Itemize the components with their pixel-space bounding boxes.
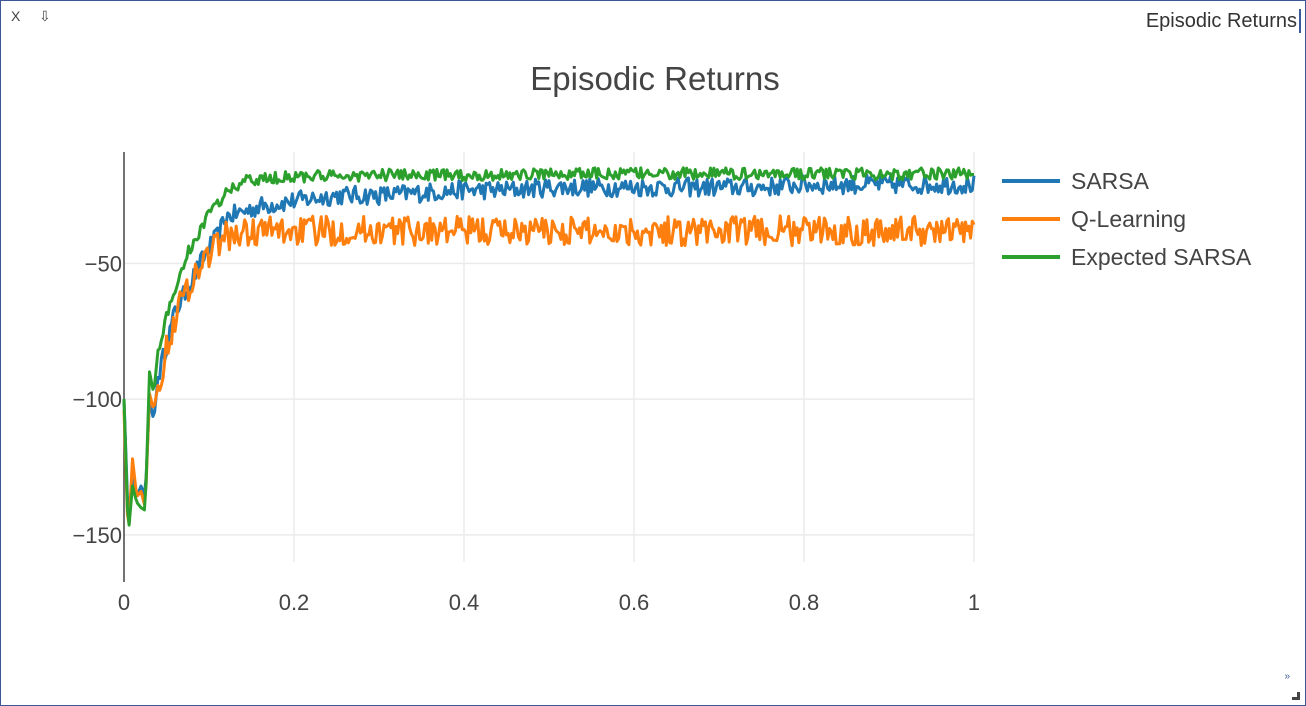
- resize-handle-icon[interactable]: »: [1284, 672, 1300, 700]
- x-tick-label: 0.8: [789, 590, 820, 615]
- x-tick-label: 0.2: [279, 590, 310, 615]
- x-tick-label: 0.6: [619, 590, 650, 615]
- close-button[interactable]: X: [11, 8, 21, 24]
- series-line-sarsa: [122, 173, 976, 514]
- chart-title: Episodic Returns: [530, 60, 779, 97]
- y-tick-label: −50: [85, 251, 122, 276]
- x-tick-label: 0.4: [449, 590, 480, 615]
- legend-label: SARSA: [1071, 168, 1150, 194]
- y-tick-label: −100: [72, 387, 122, 412]
- y-tick-label: −150: [72, 523, 122, 548]
- window-title: Episodic Returns: [1146, 9, 1301, 33]
- legend-label: Expected SARSA: [1071, 244, 1252, 270]
- expand-arrows-icon[interactable]: »: [1284, 671, 1290, 682]
- series-line-q-learning: [122, 214, 976, 526]
- x-tick-label: 0: [118, 590, 130, 615]
- legend-label: Q-Learning: [1071, 206, 1186, 232]
- series-line-expected-sarsa: [122, 166, 974, 527]
- collapse-arrow-icon[interactable]: ⇩: [39, 8, 51, 24]
- resize-corner-icon[interactable]: [1292, 692, 1300, 700]
- x-tick-label: 1: [968, 590, 980, 615]
